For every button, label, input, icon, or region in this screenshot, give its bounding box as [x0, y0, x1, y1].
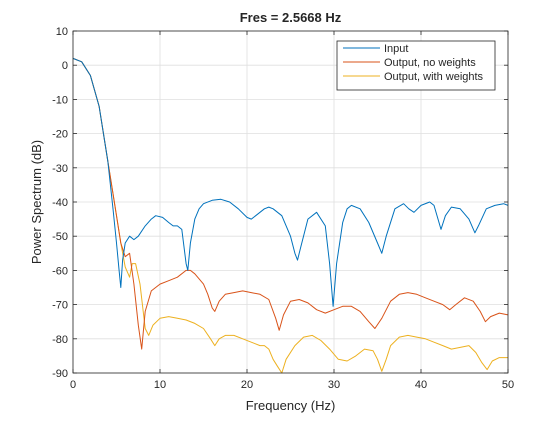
chart-title: Fres = 2.5668 Hz — [240, 10, 342, 25]
x-axis-label: Frequency (Hz) — [246, 398, 336, 413]
series-line — [72, 57, 509, 350]
x-tick-label: 20 — [241, 379, 253, 391]
x-tick-label: 50 — [502, 379, 514, 391]
x-tick-label: 30 — [328, 379, 340, 391]
y-tick-label: -50 — [52, 231, 68, 243]
series-line — [72, 57, 508, 374]
y-tick-label: 0 — [62, 60, 68, 72]
y-axis-label: Power Spectrum (dB) — [29, 140, 44, 264]
axis-ticks: 0 10 20 30 40 50 10 0 -10 -20 -30 -40 -50 -60 -70 -80 -9… — [52, 26, 514, 391]
series-line — [72, 57, 509, 307]
y-tick-label: -30 — [52, 163, 68, 175]
y-tick-label: -20 — [52, 129, 68, 141]
y-tick-label: -90 — [52, 368, 68, 380]
legend-label: Output, with weights — [384, 71, 484, 83]
legend: Input Output, no weights Output, with weig… — [336, 40, 496, 91]
legend-label: Output, no weights — [384, 57, 476, 69]
y-tick-label: 10 — [56, 26, 68, 38]
y-tick-label: -80 — [52, 334, 68, 346]
series-group — [72, 57, 509, 374]
legend-box — [336, 40, 496, 91]
y-tick-label: -60 — [52, 265, 68, 277]
legend-label: Input — [384, 43, 408, 55]
grid — [72, 30, 509, 374]
x-tick-label: 0 — [70, 379, 76, 391]
y-tick-label: -40 — [52, 197, 68, 209]
y-tick-label: -70 — [52, 300, 68, 312]
x-tick-label: 10 — [154, 379, 166, 391]
y-tick-label: -10 — [52, 94, 68, 106]
x-tick-label: 40 — [415, 379, 427, 391]
